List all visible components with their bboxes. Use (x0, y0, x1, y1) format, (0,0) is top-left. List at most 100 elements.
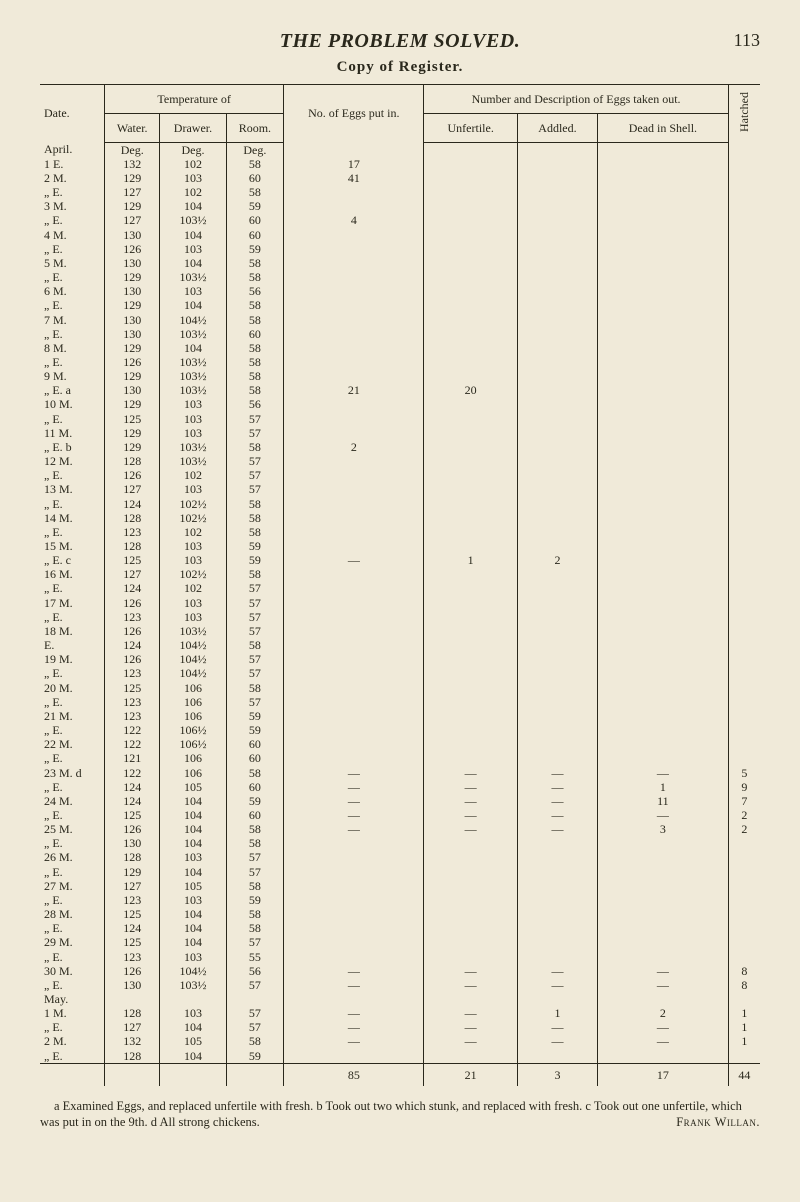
table-row: 20 M.12510658 (40, 681, 760, 695)
table-row: „ E.12410560———19 (40, 780, 760, 794)
table-cell: 128 (105, 511, 160, 525)
table-row: 30 M.126104½56————8 (40, 964, 760, 978)
table-cell (597, 313, 728, 327)
table-cell: 123 (105, 709, 160, 723)
table-cell: 123 (105, 695, 160, 709)
table-cell (517, 836, 597, 850)
table-cell (728, 709, 760, 723)
table-cell: 103 (160, 284, 226, 298)
table-cell (517, 950, 597, 964)
table-cell: Deg. (160, 142, 226, 157)
table-cell: 8 (728, 978, 760, 992)
table-cell (597, 935, 728, 949)
table-cell (424, 596, 518, 610)
table-cell: — (284, 780, 424, 794)
table-cell (424, 298, 518, 312)
table-cell: 20 (424, 383, 518, 397)
table-cell: 58 (226, 836, 284, 850)
table-cell: 104 (160, 298, 226, 312)
table-cell: 103 (160, 412, 226, 426)
table-cell (728, 511, 760, 525)
table-cell: 127 (105, 213, 160, 227)
table-cell: 10 M. (40, 397, 105, 411)
table-cell: 104 (160, 341, 226, 355)
table-cell: 9 M. (40, 369, 105, 383)
table-cell (597, 412, 728, 426)
table-cell (105, 992, 160, 1006)
table-cell (517, 298, 597, 312)
table-row: „ E.12310355 (40, 950, 760, 964)
table-row: 13 M.12710357 (40, 482, 760, 496)
table-cell: 104½ (160, 313, 226, 327)
table-cell (424, 199, 518, 213)
table-cell: 57 (226, 865, 284, 879)
table-cell: 3 (517, 1063, 597, 1086)
table-cell (728, 652, 760, 666)
table-cell (597, 921, 728, 935)
table-cell (517, 256, 597, 270)
table-row: 3 M.12910459 (40, 199, 760, 213)
table-cell: 124 (105, 581, 160, 595)
table-row: „ E.12610359 (40, 242, 760, 256)
table-cell (424, 709, 518, 723)
table-cell (517, 270, 597, 284)
table-cell: 1 (728, 1034, 760, 1048)
table-cell: 25 M. (40, 822, 105, 836)
table-cell (284, 581, 424, 595)
table-cell (597, 256, 728, 270)
table-cell (424, 652, 518, 666)
table-cell: 130 (105, 383, 160, 397)
table-cell (728, 567, 760, 581)
table-cell: 126 (105, 242, 160, 256)
table-cell (597, 383, 728, 397)
table-cell (424, 907, 518, 921)
table-cell (597, 242, 728, 256)
table-cell (424, 142, 518, 157)
table-cell (284, 567, 424, 581)
table-cell (284, 270, 424, 284)
table-cell (517, 666, 597, 680)
table-cell: 2 (597, 1006, 728, 1020)
table-cell: 104 (160, 1020, 226, 1034)
table-cell (517, 242, 597, 256)
table-cell (424, 865, 518, 879)
table-row: 2 M.1291036041 (40, 171, 760, 185)
table-row: 28 M.12510458 (40, 907, 760, 921)
table-cell: 58 (226, 921, 284, 935)
table-cell: 103 (160, 426, 226, 440)
table-cell (728, 369, 760, 383)
table-cell: May. (40, 992, 105, 1006)
table-cell (597, 199, 728, 213)
table-cell: 106 (160, 695, 226, 709)
col-water: Water. (105, 113, 160, 142)
table-cell: 129 (105, 397, 160, 411)
table-cell (728, 142, 760, 157)
table-cell (517, 879, 597, 893)
table-cell: 60 (226, 213, 284, 227)
table-cell (728, 638, 760, 652)
table-cell (517, 497, 597, 511)
table-cell: 58 (226, 525, 284, 539)
table-cell: 103½ (160, 355, 226, 369)
table-cell (517, 228, 597, 242)
table-cell (517, 610, 597, 624)
table-cell: 104 (160, 1049, 226, 1064)
table-cell: — (517, 964, 597, 978)
table-cell (284, 695, 424, 709)
col-unfertile: Unfertile. (424, 113, 518, 142)
table-cell: 21 (424, 1063, 518, 1086)
table-cell (424, 497, 518, 511)
table-cell: 2 (728, 808, 760, 822)
table-cell (284, 666, 424, 680)
table-cell (728, 1049, 760, 1064)
table-cell (424, 369, 518, 383)
table-row: „ E.12810459 (40, 1049, 760, 1064)
table-cell (284, 751, 424, 765)
table-row: „ E.123104½57 (40, 666, 760, 680)
table-cell: „ E. (40, 751, 105, 765)
table-cell: 104 (160, 808, 226, 822)
table-cell (517, 681, 597, 695)
table-cell: — (284, 1006, 424, 1020)
table-cell: 57 (226, 1006, 284, 1020)
table-cell (517, 652, 597, 666)
